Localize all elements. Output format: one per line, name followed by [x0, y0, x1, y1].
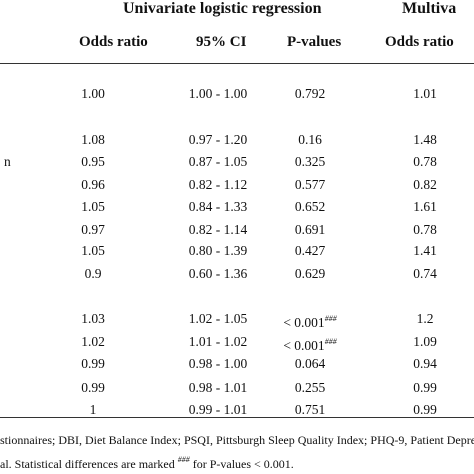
cell-odds-ratio-multivariate: 0.78 — [413, 154, 437, 169]
cell-p-value: < 0.001### — [283, 311, 336, 331]
cell-95-ci: 0.82 - 1.12 — [188, 177, 248, 192]
footnote-text-post: for P-values < 0.001. — [189, 457, 294, 471]
cell-95-ci: 0.87 - 1.05 — [188, 154, 248, 169]
cell-odds-ratio-multivariate: 0.94 — [413, 356, 437, 371]
col-header-odds-ratio: Odds ratio — [79, 34, 148, 50]
cell-odds-ratio: 1.03 — [81, 311, 105, 326]
footnote-line-1: stionnaires; DBI, Diet Balance Index; PS… — [0, 433, 474, 447]
p-value-text: < 0.001 — [283, 338, 325, 353]
cell-95-ci: 1.02 - 1.05 — [188, 311, 248, 326]
table-row: n 0.95 0.87 - 1.05 0.325 0.78 — [0, 154, 474, 184]
cell-95-ci: 1.01 - 1.02 — [188, 334, 248, 349]
group-title-multivariate: Multiva — [402, 0, 457, 17]
table-row: 1.05 0.84 - 1.33 0.652 1.61 — [0, 199, 474, 229]
cell-odds-ratio: 1.08 — [81, 132, 105, 147]
header-rule — [0, 63, 474, 64]
table-row: 0.99 0.98 - 1.00 0.064 0.94 — [0, 356, 474, 386]
cell-95-ci: 0.80 - 1.39 — [188, 243, 248, 258]
col-header-odds-ratio-multivariate: Odds ratio — [385, 34, 454, 50]
cell-95-ci: 1.00 - 1.00 — [188, 86, 248, 101]
cell-odds-ratio: 1 — [89, 402, 97, 417]
cell-odds-ratio-multivariate: 0.99 — [413, 402, 437, 417]
cell-odds-ratio-multivariate: 1.01 — [413, 86, 437, 101]
cell-odds-ratio-multivariate: 1.09 — [413, 334, 437, 349]
footnote-text-pre: al. Statistical differences are marked — [0, 457, 178, 471]
cell-p-value: 0.325 — [294, 154, 326, 169]
group-title-univariate: Univariate logistic regression — [123, 0, 322, 17]
cell-odds-ratio: 1.05 — [81, 199, 105, 214]
bottom-rule — [0, 417, 474, 418]
table-row: 1 0.99 - 1.01 0.751 0.99 — [0, 402, 474, 432]
cell-odds-ratio-multivariate: 1.2 — [416, 311, 434, 326]
cell-odds-ratio-multivariate: 0.99 — [413, 380, 437, 395]
cell-p-value: 0.751 — [294, 402, 326, 417]
cell-95-ci: 0.60 - 1.36 — [188, 266, 248, 281]
cell-p-value: 0.577 — [294, 177, 326, 192]
cell-odds-ratio: 0.99 — [81, 356, 105, 371]
table-row: 1.05 0.80 - 1.39 0.427 1.41 — [0, 243, 474, 273]
cell-p-value: 0.427 — [294, 243, 326, 258]
cell-odds-ratio-multivariate: 0.78 — [413, 222, 437, 237]
footnote-sig-marker: ### — [177, 455, 190, 464]
cell-p-value: 0.16 — [298, 132, 322, 147]
table-row: 1.02 1.01 - 1.02 < 0.001### 1.09 — [0, 334, 474, 364]
cell-p-value: 0.792 — [294, 86, 326, 101]
cell-odds-ratio: 1.02 — [81, 334, 105, 349]
table-row: 1.08 0.97 - 1.20 0.16 1.48 — [0, 132, 474, 162]
cell-95-ci: 0.98 - 1.00 — [188, 356, 248, 371]
cell-odds-ratio-multivariate: 1.48 — [413, 132, 437, 147]
cell-odds-ratio-multivariate: 1.41 — [413, 243, 437, 258]
cell-95-ci: 0.84 - 1.33 — [188, 199, 248, 214]
significance-marker: ### — [324, 337, 337, 346]
row-label: n — [4, 154, 11, 169]
cell-odds-ratio-multivariate: 1.61 — [413, 199, 437, 214]
cell-p-value: 0.629 — [294, 266, 326, 281]
table-row: 0.99 0.98 - 1.01 0.255 0.99 — [0, 380, 474, 410]
cell-odds-ratio: 0.95 — [81, 154, 105, 169]
col-header-95-ci: 95% CI — [196, 34, 247, 50]
cell-odds-ratio: 0.97 — [81, 222, 105, 237]
significance-marker: ### — [324, 314, 337, 323]
cell-odds-ratio: 0.9 — [84, 266, 102, 281]
p-value-text: < 0.001 — [283, 315, 325, 330]
cell-odds-ratio: 0.96 — [81, 177, 105, 192]
table-row: 0.9 0.60 - 1.36 0.629 0.74 — [0, 266, 474, 296]
footnote-line-2: al. Statistical differences are marked #… — [0, 452, 294, 472]
table-row: 0.96 0.82 - 1.12 0.577 0.82 — [0, 177, 474, 207]
table-row: 0.97 0.82 - 1.14 0.691 0.78 — [0, 222, 474, 252]
cell-95-ci: 0.82 - 1.14 — [188, 222, 248, 237]
col-header-p-values: P-values — [287, 34, 342, 50]
cell-p-value: 0.652 — [294, 199, 326, 214]
cell-p-value: 0.691 — [294, 222, 326, 237]
cell-95-ci: 0.97 - 1.20 — [188, 132, 248, 147]
cell-odds-ratio: 0.99 — [81, 380, 105, 395]
cell-95-ci: 0.99 - 1.01 — [188, 402, 248, 417]
cell-odds-ratio: 1.05 — [81, 243, 105, 258]
cell-p-value: 0.255 — [294, 380, 326, 395]
table-row: 1.00 1.00 - 1.00 0.792 1.01 — [0, 86, 474, 116]
cell-95-ci: 0.98 - 1.01 — [188, 380, 248, 395]
table-row: 1.03 1.02 - 1.05 < 0.001### 1.2 — [0, 311, 474, 341]
cell-odds-ratio-multivariate: 0.82 — [413, 177, 437, 192]
cell-p-value: 0.064 — [294, 356, 326, 371]
cell-odds-ratio-multivariate: 0.74 — [413, 266, 437, 281]
cell-odds-ratio: 1.00 — [81, 86, 105, 101]
cell-p-value: < 0.001### — [283, 334, 336, 354]
